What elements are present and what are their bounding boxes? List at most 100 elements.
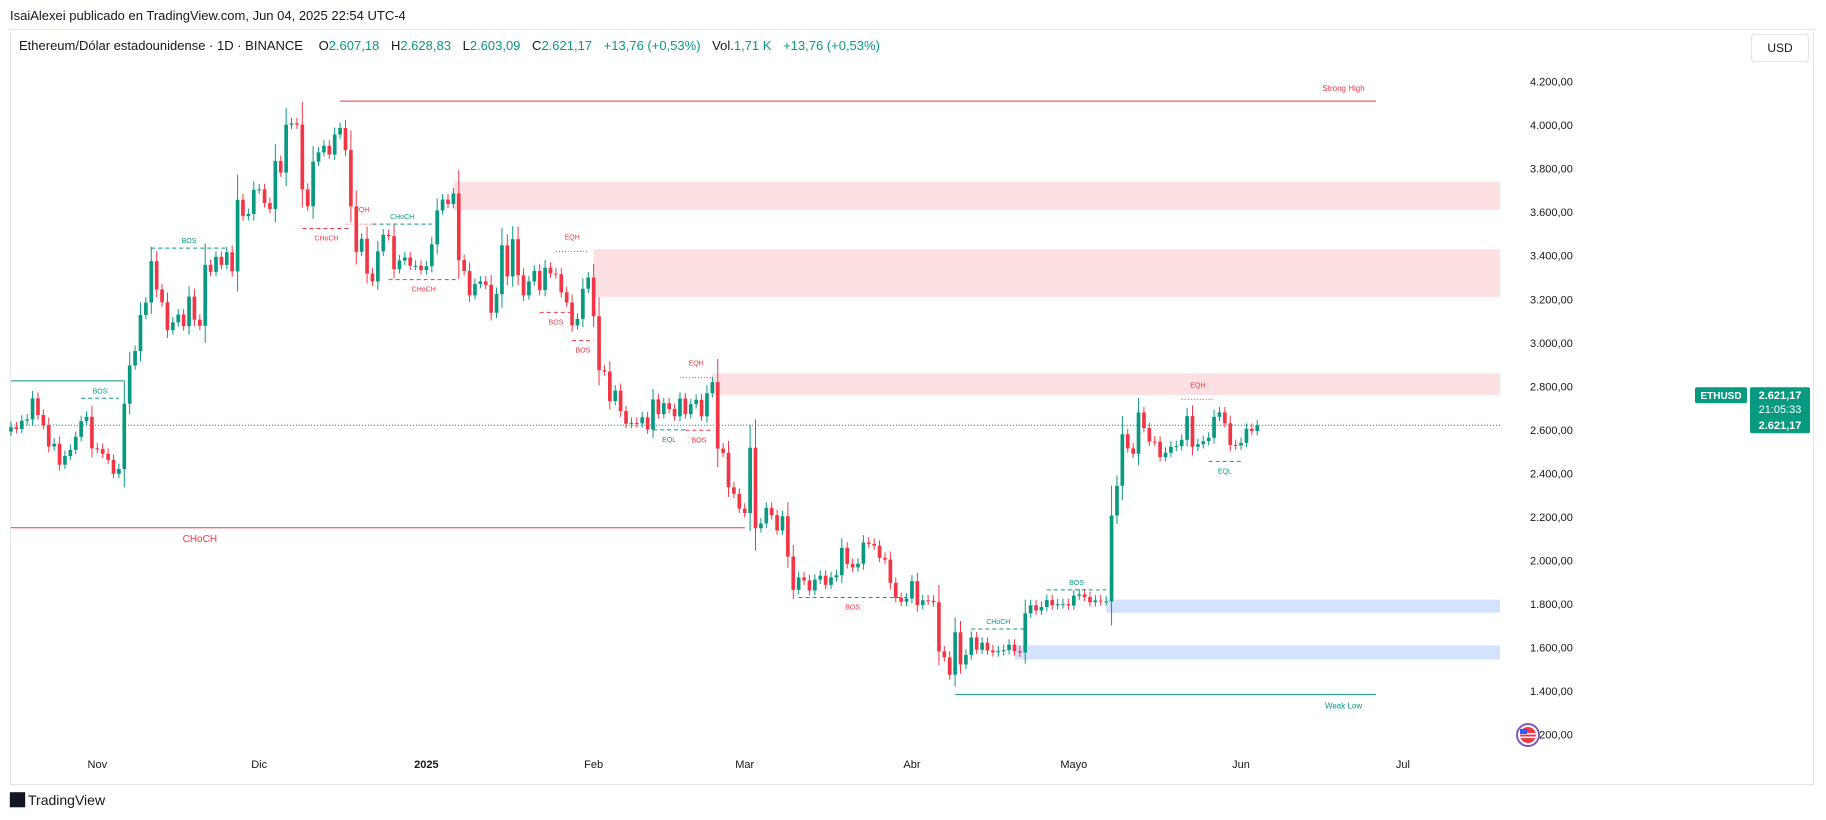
candle — [311, 146, 315, 219]
candle — [796, 571, 801, 595]
candle-body — [149, 261, 154, 303]
candle-body — [1239, 442, 1243, 446]
candle-body — [1152, 441, 1157, 443]
candle-body — [397, 260, 402, 270]
structure-label: EQL — [662, 437, 676, 444]
candle-body — [106, 453, 110, 460]
candle — [678, 392, 682, 422]
candle-body — [408, 257, 413, 266]
candle — [392, 224, 396, 279]
candle — [25, 413, 30, 426]
candle-body — [537, 270, 542, 291]
candle — [510, 226, 515, 287]
candle — [138, 302, 143, 362]
price-tick-label: 2.600,00 — [1530, 425, 1573, 437]
candle-body — [586, 277, 591, 289]
candle — [575, 313, 580, 330]
candle-body — [1190, 416, 1195, 447]
structure-label: BOS — [1069, 580, 1084, 587]
currency-selector[interactable]: USD — [1751, 34, 1809, 62]
candle — [365, 226, 369, 284]
candle — [117, 463, 121, 479]
candle-body — [559, 274, 564, 293]
symbol-legend: Ethereum/Dólar estadounidense · 1D · BIN… — [19, 38, 880, 53]
candle-body — [705, 393, 709, 417]
candle-body — [478, 281, 483, 285]
candle-body — [753, 447, 758, 529]
candle — [629, 417, 634, 429]
candle — [251, 181, 256, 221]
candle-body — [510, 239, 515, 277]
candle — [192, 288, 197, 327]
candles-layer — [9, 102, 1260, 687]
candle — [1093, 595, 1098, 607]
candle-body — [392, 236, 396, 270]
us-flag-badge-icon[interactable] — [1514, 723, 1542, 747]
candle-body — [683, 398, 688, 415]
candle-body — [942, 651, 947, 658]
candle-body — [424, 266, 429, 271]
candle — [1169, 441, 1173, 458]
candle — [974, 632, 979, 655]
candle-body — [564, 292, 569, 303]
candle — [52, 438, 56, 451]
candle-body — [710, 382, 715, 394]
candle-body — [224, 252, 229, 265]
candle-body — [926, 600, 930, 602]
candle-body — [251, 189, 256, 214]
candle-body — [1255, 425, 1260, 431]
candle — [521, 268, 526, 301]
candle — [564, 286, 569, 307]
candle — [742, 503, 747, 518]
symbol-tag-text: ETHUSD — [1700, 391, 1741, 402]
candle — [1082, 588, 1087, 602]
candle-body — [904, 598, 909, 602]
candle — [608, 361, 612, 410]
candle — [1249, 423, 1254, 436]
candle-body — [645, 417, 650, 430]
candle-body — [715, 382, 720, 449]
candle — [1136, 397, 1141, 466]
candle — [1163, 447, 1168, 462]
candle-body — [122, 403, 127, 470]
candle-body — [1228, 423, 1233, 446]
candle — [726, 440, 731, 497]
candle-body — [1169, 446, 1173, 453]
candle-body — [1147, 428, 1152, 442]
candle — [1179, 434, 1184, 451]
footer-brand[interactable]: ⬛︎ TradingView — [10, 791, 105, 808]
candle-body — [165, 302, 170, 331]
time-tick-label: Mayo — [1060, 759, 1087, 771]
candle — [246, 208, 251, 221]
candle — [305, 183, 310, 212]
candle — [667, 397, 672, 414]
candle — [856, 558, 860, 572]
candle — [672, 403, 677, 421]
supply-zone — [453, 181, 1501, 211]
candle — [332, 127, 337, 161]
candle — [688, 398, 693, 419]
candle — [548, 262, 553, 278]
candle-body — [888, 559, 893, 583]
candle — [429, 236, 434, 273]
candle-body — [235, 199, 240, 272]
candle-body — [737, 493, 742, 509]
candle-body — [208, 264, 213, 272]
candle-body — [133, 351, 137, 366]
candle — [554, 268, 558, 279]
candle-body — [90, 416, 94, 449]
candle — [624, 405, 628, 429]
candle — [489, 275, 493, 321]
candle — [424, 260, 429, 275]
candle — [888, 551, 893, 590]
candle-body — [527, 281, 531, 296]
candle — [931, 595, 936, 607]
candle-body — [877, 545, 882, 558]
candle — [370, 268, 375, 286]
candle-body — [332, 134, 337, 155]
tradingview-logo-icon: ⬛︎ — [10, 791, 25, 808]
candle-body — [257, 189, 262, 191]
candle-body — [624, 411, 628, 424]
candle — [46, 417, 51, 453]
